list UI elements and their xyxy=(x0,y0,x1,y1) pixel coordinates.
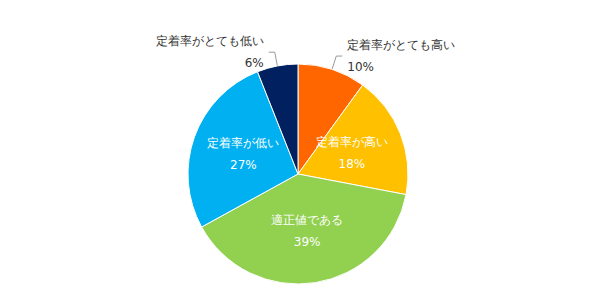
svg-text:39%: 39% xyxy=(294,235,321,249)
svg-text:6%: 6% xyxy=(245,56,264,70)
svg-text:定着率が低い: 定着率が低い xyxy=(207,136,279,150)
svg-text:適正値である: 適正値である xyxy=(271,213,343,227)
svg-text:定着率がとても高い: 定着率がとても高い xyxy=(347,38,455,52)
svg-text:10%: 10% xyxy=(347,60,374,74)
svg-text:定着率がとても低い: 定着率がとても低い xyxy=(156,34,264,48)
svg-text:18%: 18% xyxy=(339,157,366,171)
svg-text:27%: 27% xyxy=(230,158,257,172)
svg-text:定着率が高い: 定着率が高い xyxy=(316,135,388,149)
